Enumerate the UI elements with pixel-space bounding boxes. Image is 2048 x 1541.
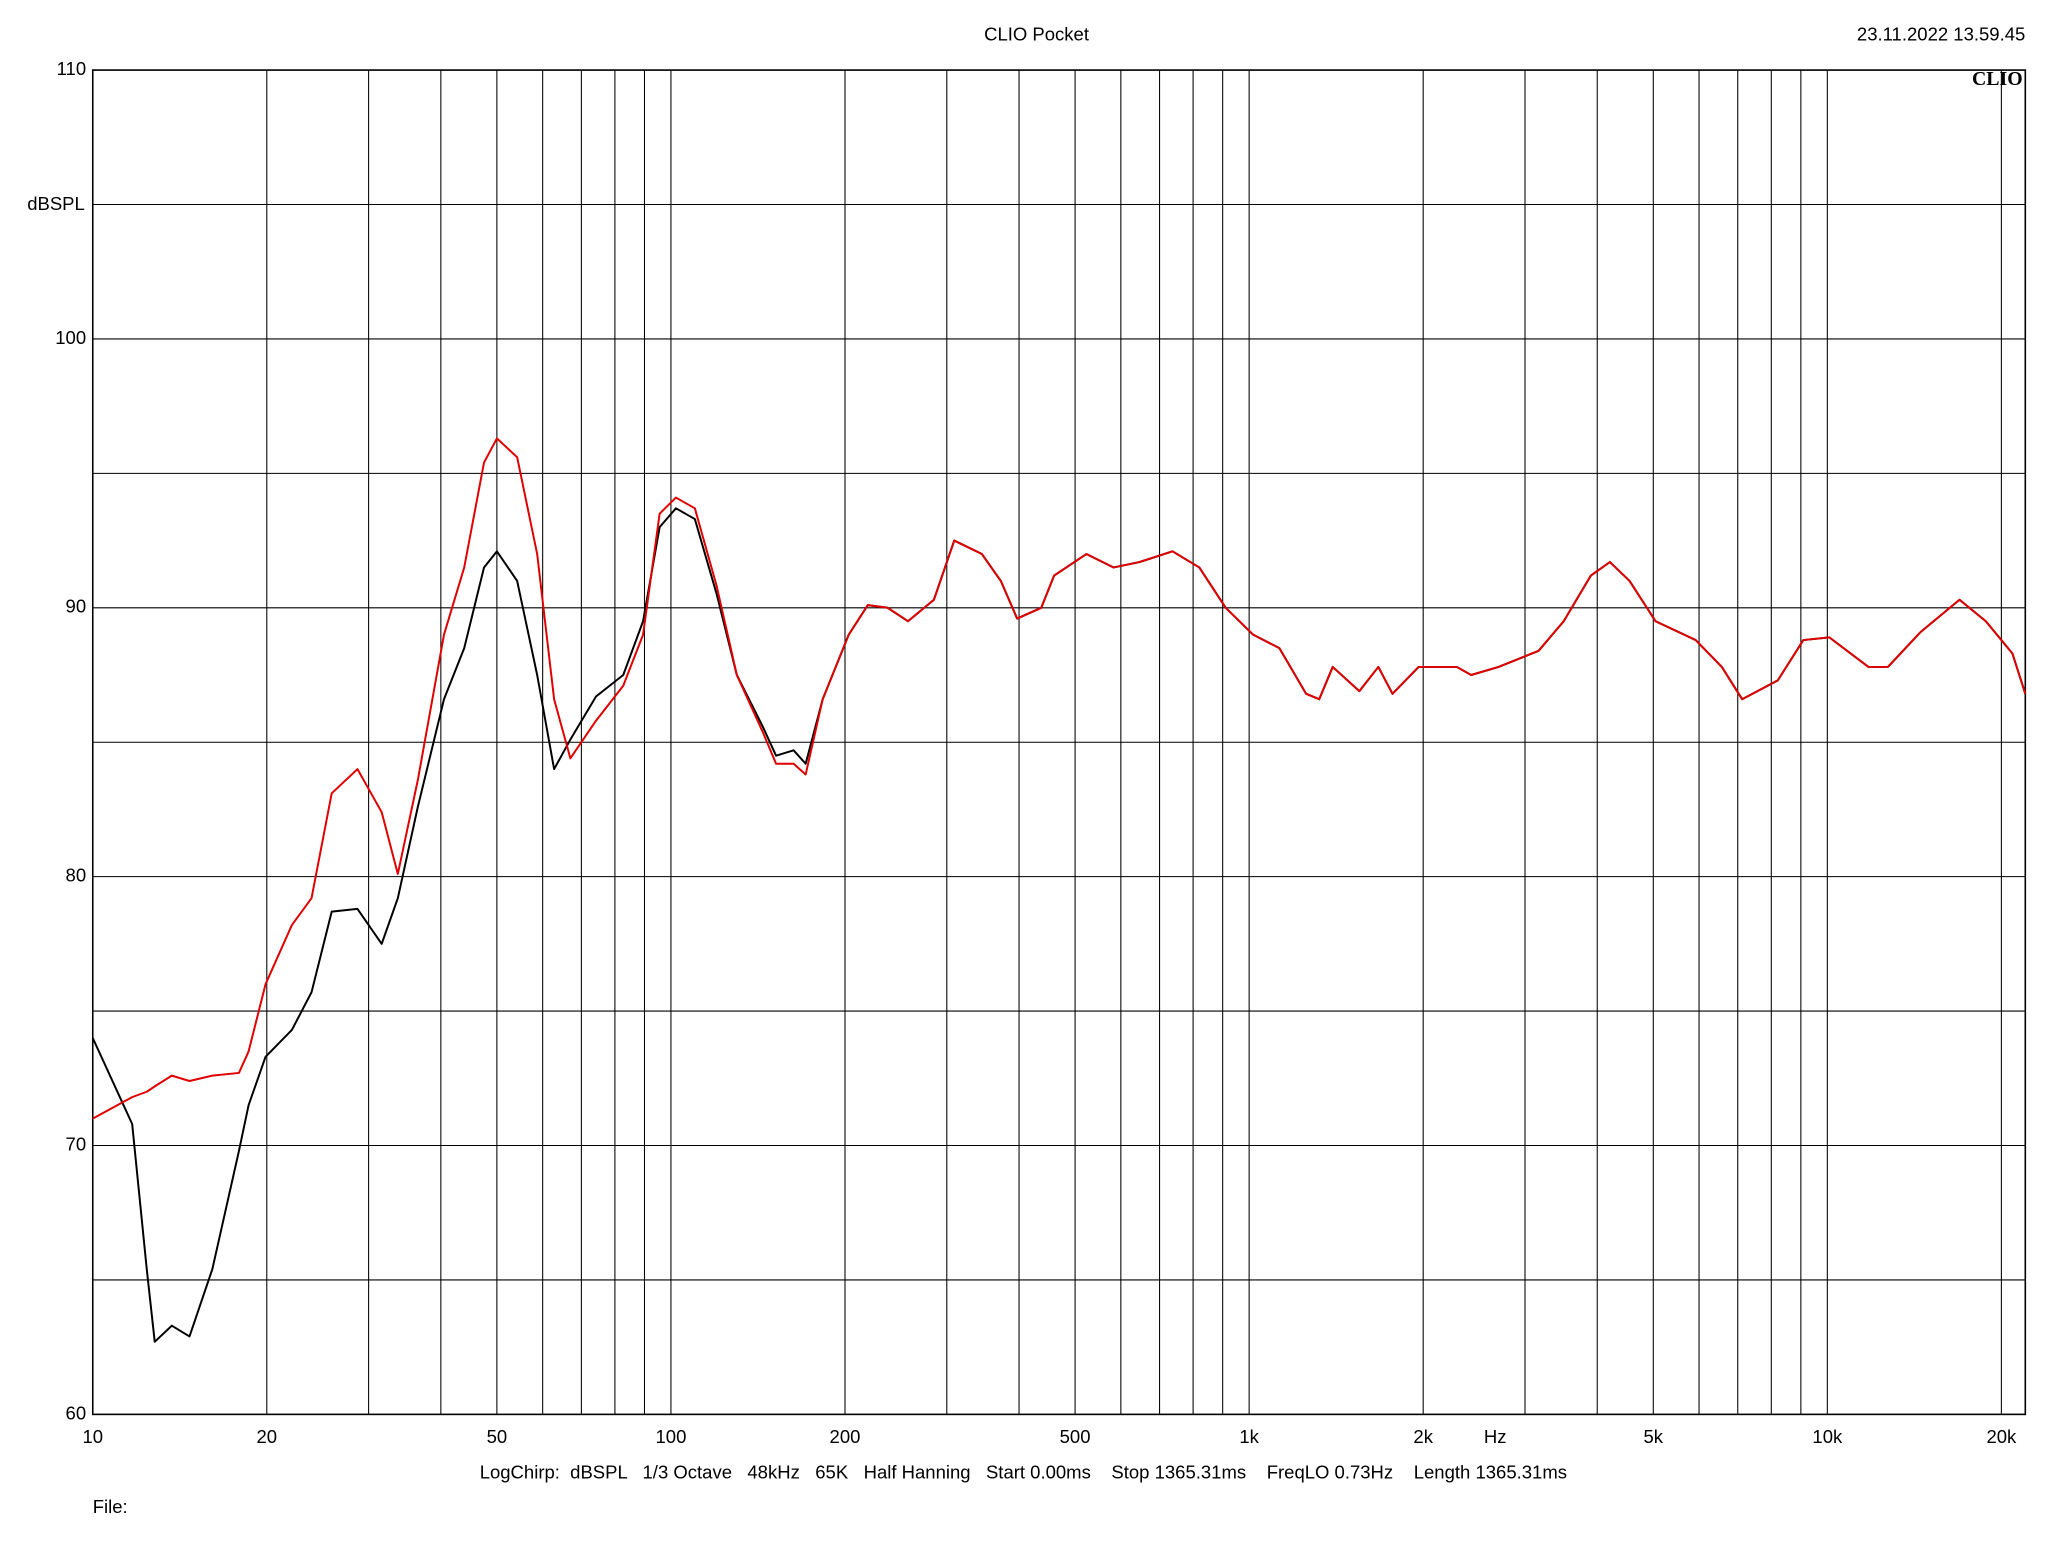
y-tick-label: 90 [66, 596, 87, 617]
y-axis-label: dBSPL [27, 193, 85, 214]
timestamp: 23.11.2022 13.59.45 [1857, 24, 2025, 45]
plot-frame [91, 69, 2027, 1416]
chart-title: CLIO Pocket [984, 24, 1089, 45]
y-tick-label: 110 [57, 58, 87, 79]
series-line [92, 437, 2027, 1120]
x-tick-label: 50 [487, 1426, 508, 1447]
y-tick-label: 60 [66, 1402, 87, 1423]
y-tick-label: 100 [55, 327, 86, 348]
x-tick-label: 1k [1239, 1426, 1259, 1447]
x-tick-label: 5k [1643, 1426, 1663, 1447]
x-tick-label: 200 [830, 1426, 861, 1447]
series-line [91, 507, 2027, 1343]
x-tick-label: 100 [656, 1426, 687, 1447]
y-tick-label: 70 [66, 1133, 87, 1154]
y-tick-label: 80 [66, 865, 87, 886]
x-tick-label: 10k [1812, 1426, 1843, 1447]
x-tick-label: 500 [1060, 1426, 1091, 1447]
x-axis-label: Hz [1484, 1426, 1507, 1447]
file-label: File: [93, 1496, 128, 1517]
x-tick-label: 10 [82, 1426, 103, 1447]
logo: CLIO [1972, 68, 2023, 90]
x-tick-label: 2k [1413, 1426, 1433, 1447]
footer: LogChirp: dBSPL 1/3 Octave 48kHz 65K Hal… [480, 1462, 1567, 1483]
x-tick-label: 20k [1986, 1426, 2017, 1447]
x-tick-label: 20 [257, 1426, 278, 1447]
